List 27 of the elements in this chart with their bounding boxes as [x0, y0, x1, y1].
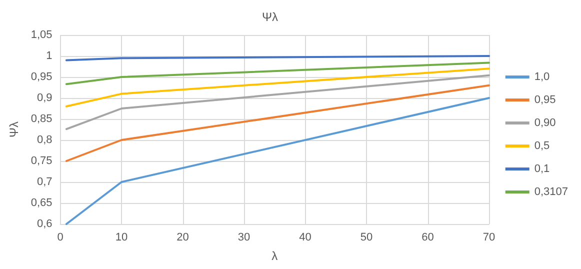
y-tick-label: 0,85 [30, 113, 52, 125]
y-tick-label: 0,95 [30, 71, 52, 83]
x-tick-label: 10 [115, 232, 128, 244]
y-tick-label: 0,7 [37, 176, 52, 188]
y-tick-label: 0,8 [37, 134, 52, 146]
legend-label: 1,0 [534, 71, 550, 83]
legend-label: 0,5 [534, 140, 550, 152]
x-tick-label: 60 [422, 232, 434, 244]
legend-label: 0,3107 [534, 186, 568, 198]
x-tick-label: 50 [360, 232, 373, 244]
x-axis-title: λ [272, 249, 278, 263]
x-tick-label: 20 [176, 232, 189, 244]
y-tick-label: 0,75 [30, 155, 52, 167]
x-tick-label: 70 [482, 232, 496, 244]
y-tick-label: 0,65 [30, 197, 52, 209]
legend-label: 0,90 [534, 117, 556, 129]
y-axis-title: Ψλ [7, 121, 21, 138]
y-tick-label: 0,6 [37, 218, 52, 230]
chart-title: Ψλ [262, 10, 278, 24]
x-tick-label: 30 [238, 232, 250, 244]
y-tick-label: 1 [46, 50, 52, 62]
y-tick-label: 1,05 [30, 29, 52, 41]
legend-label: 0,95 [534, 94, 556, 106]
y-tick-label: 0,9 [37, 92, 52, 104]
legend-label: 0,1 [534, 163, 550, 175]
x-tick-label: 40 [299, 232, 312, 244]
x-tick-label: 0 [57, 232, 64, 244]
